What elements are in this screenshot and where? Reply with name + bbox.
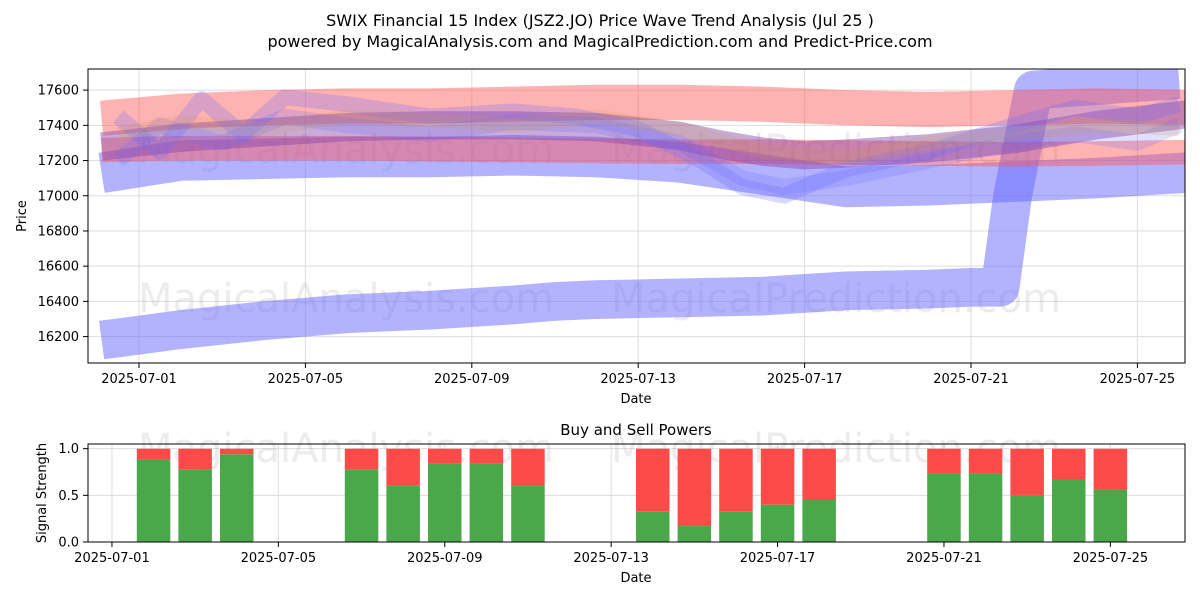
buy-power-bar xyxy=(469,463,504,542)
bar-x-label: Date xyxy=(620,571,651,586)
main-y-tick-label: 17600 xyxy=(38,84,79,99)
sell-power-bar xyxy=(760,448,795,505)
bar-x-tick-label: 2025-07-05 xyxy=(241,551,317,566)
buy-power-bar xyxy=(511,485,545,542)
main-x-label: Date xyxy=(620,392,651,407)
main-chart-title: SWIX Financial 15 Index (JSZ2.JO) Price … xyxy=(326,11,874,30)
buy-sell-panel: Buy and Sell Powers MagicalAnalysis.comM… xyxy=(35,421,1186,586)
price-wave-bands xyxy=(98,69,1185,360)
main-y-tick-label: 17400 xyxy=(38,119,79,134)
buy-power-bar xyxy=(968,473,1003,542)
bar-x-tick-label: 2025-07-09 xyxy=(407,551,483,566)
buy-power-bar xyxy=(636,511,670,542)
buy-power-bar xyxy=(178,469,212,542)
main-x-tick-label: 2025-07-25 xyxy=(1100,372,1176,387)
buy-sell-bars xyxy=(136,448,1128,542)
sell-power-bar xyxy=(1093,448,1128,490)
sell-power-bar xyxy=(802,448,836,500)
buy-sell-title: Buy and Sell Powers xyxy=(560,421,712,439)
main-y-tick-label: 16200 xyxy=(38,330,79,345)
main-y-ticks: 16200 16400 16600 16800 17000 17200 17400 17600 xyxy=(38,84,88,345)
sell-power-bar xyxy=(386,448,420,486)
wave-band xyxy=(99,69,1181,360)
buy-power-bar xyxy=(428,463,462,542)
wave-band xyxy=(100,84,1185,136)
main-y-tick-label: 17000 xyxy=(38,189,79,204)
sell-power-bar xyxy=(968,448,1003,474)
bar-y-tick-label: 1.0 xyxy=(58,442,79,457)
main-y-tick-label: 16400 xyxy=(38,295,79,310)
main-y-tick-label: 16800 xyxy=(38,224,79,239)
bar-y-tick-label: 0.0 xyxy=(58,536,79,551)
wave-band xyxy=(98,135,1185,208)
main-y-label: Price xyxy=(15,200,30,232)
bar-y-label: Signal Strength xyxy=(35,443,50,543)
bar-y-tick-label: 0.5 xyxy=(58,489,79,504)
bar-y-ticks: 0.0 0.5 1.0 xyxy=(58,442,88,551)
buy-power-bar xyxy=(1010,495,1044,542)
sell-power-bar xyxy=(469,448,504,464)
buy-power-bar xyxy=(677,526,712,542)
buy-power-bar xyxy=(760,504,795,542)
sell-power-bar xyxy=(677,448,712,527)
main-plot-frame xyxy=(87,68,1186,364)
main-y-tick-label: 16600 xyxy=(38,260,79,275)
buy-power-bar xyxy=(719,511,753,542)
sell-power-bar xyxy=(719,448,753,512)
main-x-tick-label: 2025-07-05 xyxy=(268,372,344,387)
buy-power-bar xyxy=(386,485,420,542)
sell-power-bar xyxy=(136,448,171,460)
sell-power-bar xyxy=(344,448,379,470)
bar-x-tick-label: 2025-07-01 xyxy=(74,551,150,566)
bar-plot-frame xyxy=(87,443,1186,543)
bar-x-tick-label: 2025-07-17 xyxy=(740,551,816,566)
sell-power-bar xyxy=(927,448,961,474)
buy-power-bar xyxy=(344,469,379,542)
buy-power-bar xyxy=(220,454,254,542)
wave-band xyxy=(113,108,1183,195)
main-y-tick-label: 17200 xyxy=(38,154,79,169)
wave-band xyxy=(100,100,1185,170)
buy-power-bar xyxy=(136,459,171,542)
bar-x-tick-label: 2025-07-25 xyxy=(1073,551,1149,566)
bar-x-ticks: 2025-07-01 2025-07-05 2025-07-09 2025-07-13… xyxy=(74,542,1148,566)
wave-band xyxy=(101,135,1185,167)
main-x-tick-label: 2025-07-17 xyxy=(767,372,843,387)
bar-x-tick-label: 2025-07-21 xyxy=(906,551,982,566)
sell-power-bar xyxy=(428,448,462,464)
main-chart-subtitle: powered by MagicalAnalysis.com and Magic… xyxy=(267,32,932,51)
price-wave-panel: MagicalAnalysis.com MagicalPrediction.com… xyxy=(15,68,1186,407)
buy-power-bar xyxy=(1052,479,1086,542)
main-x-tick-label: 2025-07-21 xyxy=(933,372,1009,387)
bar-x-tick-label: 2025-07-13 xyxy=(573,551,649,566)
main-x-tick-label: 2025-07-13 xyxy=(600,372,676,387)
buy-power-bar xyxy=(802,500,836,542)
main-x-ticks: 2025-07-01 2025-07-05 2025-07-09 2025-07-13… xyxy=(101,363,1175,387)
sell-power-bar xyxy=(178,448,212,470)
buy-power-bar xyxy=(927,473,961,542)
main-x-tick-label: 2025-07-01 xyxy=(101,372,177,387)
wave-band xyxy=(113,89,1182,204)
wave-band xyxy=(116,109,1180,165)
sell-power-bar xyxy=(511,448,545,486)
buy-power-bar xyxy=(1093,489,1128,542)
sell-power-bar xyxy=(1052,448,1086,480)
sell-power-bar xyxy=(1010,448,1044,496)
sell-power-bar xyxy=(220,448,254,455)
sell-power-bar xyxy=(636,448,670,512)
main-x-tick-label: 2025-07-09 xyxy=(434,372,510,387)
